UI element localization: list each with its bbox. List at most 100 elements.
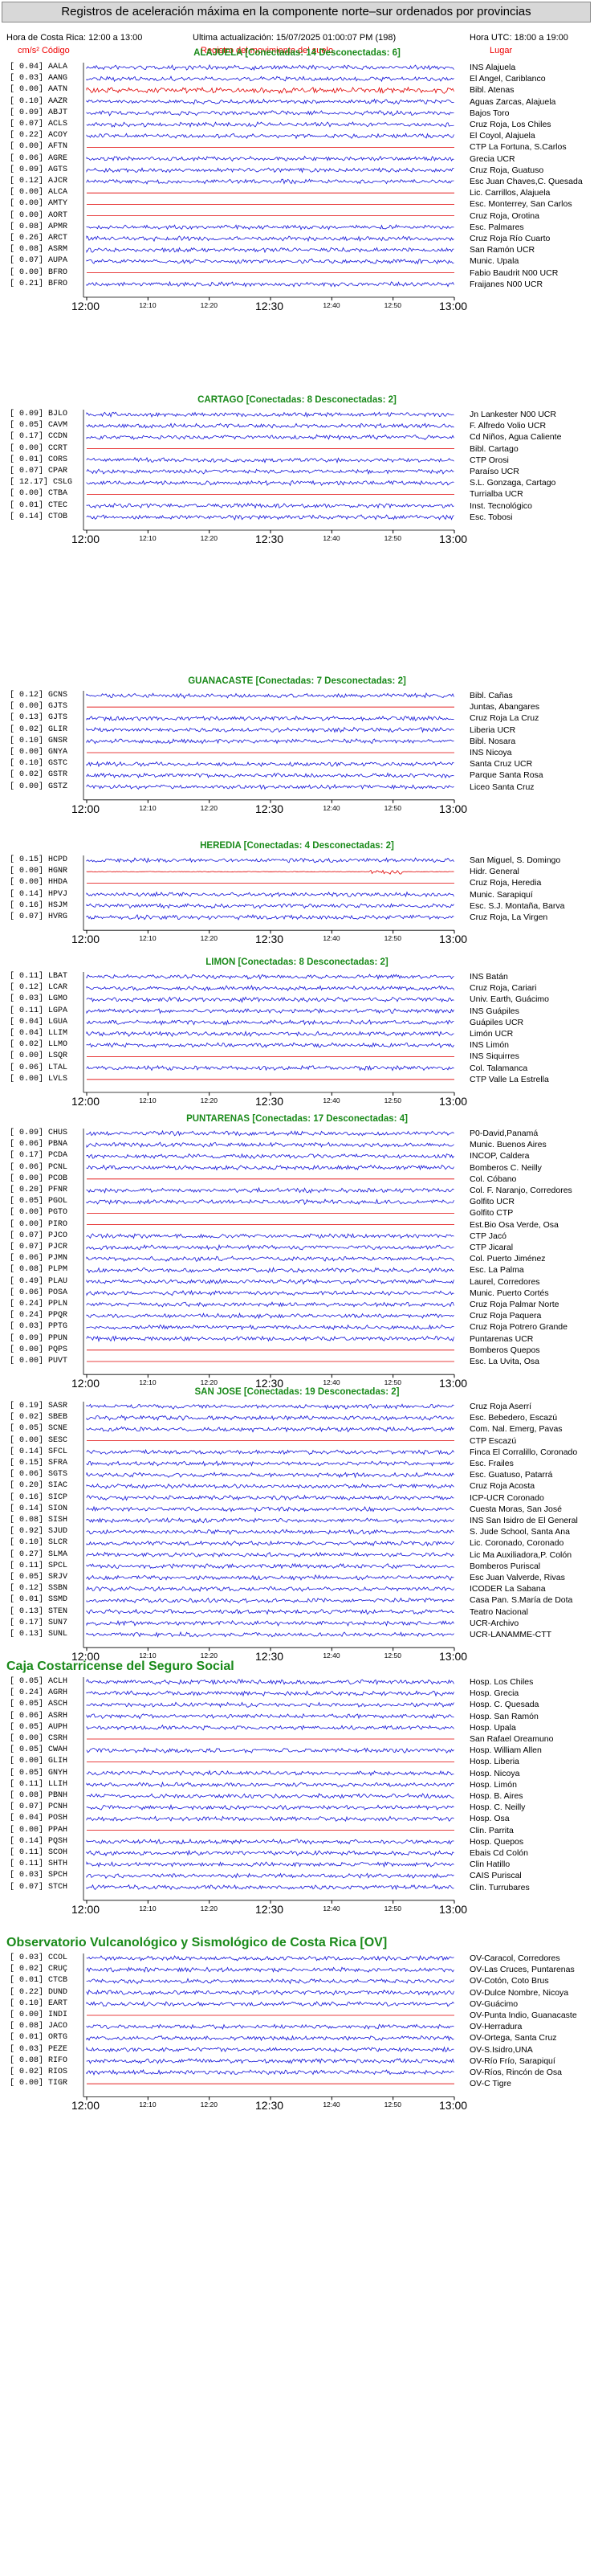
station-code: [ 0.92] SJUD <box>10 1527 68 1537</box>
region-heading: LIMON [Conectadas: 8 Desconectadas: 2] <box>205 957 389 967</box>
station-code: [ 0.02] RIOS <box>10 2068 68 2076</box>
station-code: [ 0.08] ASRM <box>10 245 68 255</box>
station-waveform <box>86 1460 454 1467</box>
station-waveform <box>86 1597 454 1604</box>
station-code: [ 0.08] PBNH <box>10 1791 68 1800</box>
x-tick-label: 12:10 <box>139 1378 157 1387</box>
station-place: Teatro Nacional <box>470 1606 528 1617</box>
x-tick-label: 12:40 <box>323 803 340 812</box>
x-tick-label: 13:00 <box>439 1650 468 1664</box>
station-code: [ 0.07] STCH <box>10 1882 68 1892</box>
station-place: Juntas, Abangares <box>470 702 539 712</box>
station-waveform <box>86 1335 454 1343</box>
station-place: Cruz Roja Río Cuarto <box>470 234 551 243</box>
station-code: [ 0.12] AJCR <box>10 177 68 186</box>
station-code: [ 0.07] HVRG <box>10 912 68 921</box>
station-place: Bibl. Cañas <box>470 691 513 700</box>
station-place: Bomberos C. Neilly <box>470 1162 542 1173</box>
region-heading: CARTAGO [Conectadas: 8 Desconectadas: 2] <box>197 395 397 405</box>
station-code: [ 0.07] ACLS <box>10 120 68 129</box>
station-waveform <box>86 121 454 129</box>
station-waveform <box>86 1232 454 1239</box>
station-waveform <box>86 1529 454 1536</box>
station-code: [ 0.03] AANG <box>10 74 68 84</box>
station-place: Aguas Zarcas, Alajuela <box>470 96 556 107</box>
station-place: Clin Hatillo <box>470 1860 511 1870</box>
station-code: [ 0.19] SASR <box>10 1402 68 1410</box>
station-waveform <box>86 1540 454 1547</box>
station-code: [ 0.14] CTOB <box>10 512 68 521</box>
x-tick-label: 12:40 <box>323 301 340 309</box>
station-code: [ 0.00] PCOB <box>10 1174 68 1183</box>
station-code: [ 0.00] GLIH <box>10 1757 68 1766</box>
station-waveform <box>86 1403 454 1410</box>
region-heading: SAN JOSE [Conectadas: 19 Desconectadas: … <box>194 1387 400 1397</box>
station-place: Esc. La Uvita, Osa <box>470 1357 539 1366</box>
station-code: [ 0.00] HHDA <box>10 878 68 888</box>
station-code: [ 0.00] PIRO <box>10 1219 68 1229</box>
station-code: [ 0.05] GNYH <box>10 1768 68 1778</box>
station-code: [ 0.02] GLIR <box>10 725 68 734</box>
station-waveform <box>86 167 454 174</box>
station-waveform <box>86 1586 454 1592</box>
station-code: [ 0.24] AGRH <box>10 1688 68 1698</box>
station-waveform <box>86 1861 454 1868</box>
station-place: Munic. Puerto Cortés <box>470 1288 549 1298</box>
x-tick-label: 12:20 <box>200 301 218 309</box>
station-waveform <box>86 1978 454 1985</box>
station-place: Cruz Roja Palmar Norte <box>470 1300 559 1309</box>
x-tick-label: 12:40 <box>323 534 340 542</box>
x-tick-label: 12:20 <box>200 934 218 943</box>
station-waveform <box>86 155 454 162</box>
station-code: [ 0.08] RIFO <box>10 2055 68 2065</box>
station-place: Limón UCR <box>470 1029 514 1039</box>
station-code: [ 0.00] PUVT <box>10 1357 68 1366</box>
station-code: [ 0.03] PPTG <box>10 1322 68 1332</box>
station-waveform <box>86 1804 454 1811</box>
station-place: Hosp. B. Aires <box>470 1791 523 1801</box>
station-waveform <box>86 738 454 745</box>
station-place: Turrialba UCR <box>470 489 523 500</box>
station-waveform <box>86 1505 454 1513</box>
station-waveform <box>86 1415 454 1422</box>
x-tick-label: 12:20 <box>200 1651 218 1660</box>
x-tick-label: 13:00 <box>439 933 468 946</box>
station-waveform <box>86 423 454 429</box>
station-code: [ 0.05] ASCH <box>10 1700 68 1709</box>
station-code: [ 0.00] SESC <box>10 1435 68 1445</box>
station-code: [ 0.15] SFRA <box>10 1459 68 1468</box>
station-code: [ 0.08] SISH <box>10 1516 68 1525</box>
station-place: Col. F. Naranjo, Corredores <box>470 1186 572 1195</box>
x-tick-label: 12:50 <box>384 1651 401 1660</box>
station-place: OV-Herradura <box>470 2022 523 2032</box>
station-place: Clin. Parrita <box>470 1825 514 1835</box>
station-code: [ 0.14] HPVJ <box>10 889 68 899</box>
station-place: Casa Pan. S.María de Dota <box>470 1595 573 1606</box>
station-place: Esc. Frailes <box>470 1459 514 1468</box>
station-code: [ 0.00] GNYA <box>10 748 68 757</box>
station-waveform <box>86 1186 454 1194</box>
station-place: Paraíso UCR <box>470 467 519 476</box>
station-code: [ 0.04] POSH <box>10 1814 68 1823</box>
station-waveform <box>86 726 454 733</box>
station-code: [ 0.05] CWAH <box>10 1745 68 1755</box>
station-place: Hosp. Limón <box>470 1779 517 1790</box>
station-place: F. Alfredo Volio UCR <box>470 421 547 431</box>
station-place: Col. Puerto Jiménez <box>470 1254 546 1264</box>
station-place: Lic. Coronado, Coronado <box>470 1538 564 1549</box>
station-code: [ 0.08] PLPM <box>10 1265 68 1275</box>
station-waveform <box>86 1608 454 1615</box>
station-place: INS Siquirres <box>470 1051 519 1062</box>
station-code: [ 0.11] SPCL <box>10 1561 68 1570</box>
x-tick-label: 12:10 <box>139 1651 157 1660</box>
station-place: Golfito CTP <box>470 1208 514 1219</box>
station-code: [ 0.00] AMTY <box>10 199 68 209</box>
station-place: Hosp. Quepos <box>470 1836 524 1847</box>
station-code: [ 0.01] SSMD <box>10 1595 68 1605</box>
station-waveform <box>86 1781 454 1788</box>
station-waveform <box>86 1289 454 1296</box>
station-waveform <box>86 1770 454 1777</box>
station-waveform <box>86 891 454 898</box>
region-heading: HEREDIA [Conectadas: 4 Desconectadas: 2] <box>200 841 394 851</box>
station-place: Inst. Tecnológico <box>470 500 533 511</box>
